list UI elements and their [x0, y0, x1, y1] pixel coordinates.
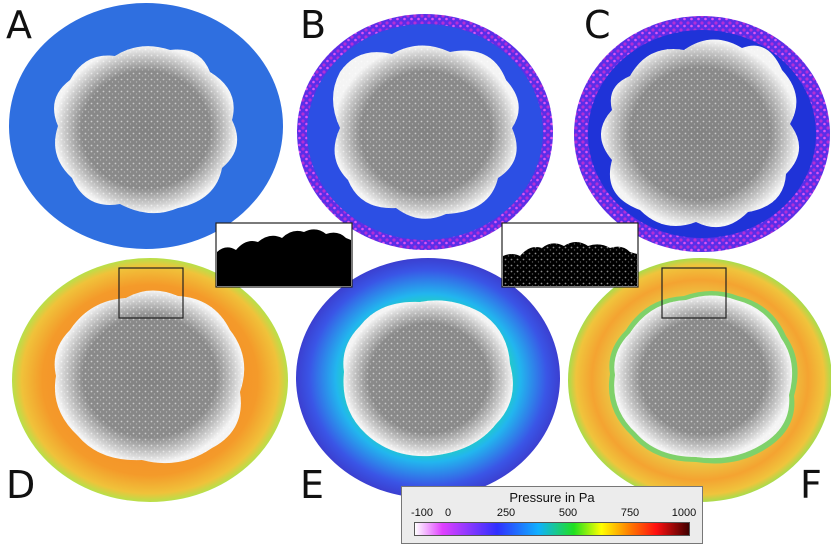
panel-label-c: C: [584, 3, 611, 47]
panel-d: [12, 258, 288, 502]
pressure-legend: Pressure in Pa -100 0 250 500 750 1000: [401, 486, 703, 544]
legend-tick: 500: [558, 507, 578, 519]
inset-profile-left: [215, 222, 353, 288]
legend-title: Pressure in Pa: [509, 490, 595, 505]
panel-a: [9, 3, 283, 249]
panel-label-d: D: [6, 463, 36, 507]
panel-e: [296, 258, 560, 498]
panel-f: [568, 258, 831, 502]
legend-tick: -100: [410, 507, 434, 519]
panel-label-f: F: [800, 463, 822, 507]
inset-profile-right: [501, 222, 639, 288]
legend-tick: 250: [496, 507, 516, 519]
panel-label-e: E: [300, 463, 325, 507]
panel-label-b: B: [300, 3, 327, 47]
legend-tick: 0: [444, 507, 452, 519]
legend-tick: 1000: [671, 507, 697, 519]
panel-b: [297, 14, 553, 250]
legend-tick: 750: [620, 507, 640, 519]
legend-color-bar: [414, 522, 690, 536]
panel-c: [574, 16, 830, 252]
panel-label-a: A: [6, 3, 32, 47]
